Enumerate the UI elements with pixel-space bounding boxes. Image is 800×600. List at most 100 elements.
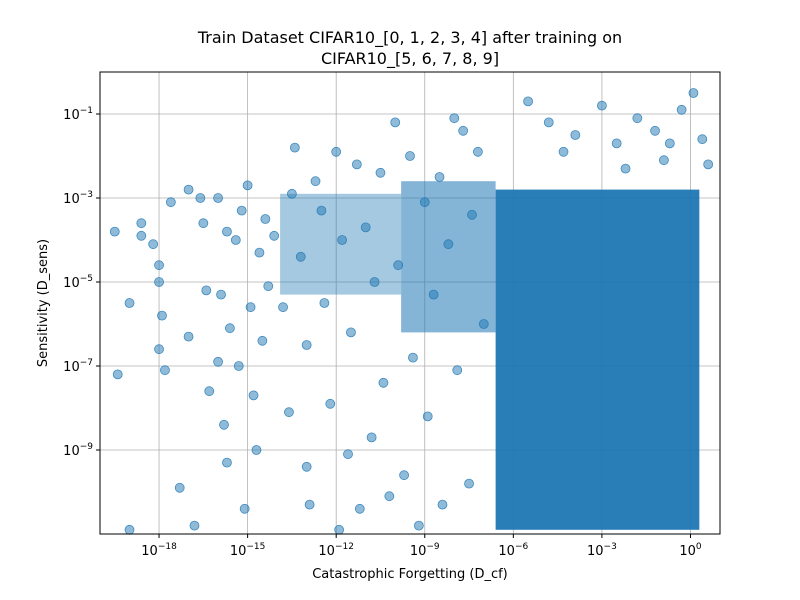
- data-point: [413, 520, 424, 531]
- data-point: [384, 491, 395, 502]
- data-point: [319, 298, 330, 308]
- data-point: [239, 503, 250, 514]
- data-point: [405, 151, 415, 161]
- data-point: [354, 503, 365, 514]
- data-point: [154, 277, 164, 287]
- data-point: [434, 172, 445, 182]
- x-tick-label: 10−6: [498, 542, 528, 559]
- data-point: [597, 100, 607, 111]
- data-point: [419, 197, 430, 208]
- data-point: [703, 159, 714, 170]
- data-point: [301, 340, 312, 350]
- data-point: [284, 407, 294, 418]
- data-point: [659, 155, 669, 166]
- data-point: [236, 205, 247, 216]
- data-point: [632, 113, 643, 124]
- data-point: [251, 445, 262, 455]
- data-point: [428, 289, 439, 300]
- data-point: [242, 180, 253, 191]
- data-point: [160, 365, 170, 376]
- data-point: [189, 520, 200, 531]
- data-point: [157, 310, 167, 321]
- data-point: [183, 184, 194, 195]
- data-point: [611, 138, 622, 149]
- data-point: [343, 449, 353, 460]
- y-tick-label: 10−1: [63, 106, 93, 123]
- data-point: [458, 125, 469, 136]
- x-tick-label: 10−9: [410, 542, 440, 559]
- y-axis-ticks: 10−1 10−3 10−5 10−7 10−9: [63, 106, 100, 459]
- data-point: [369, 277, 380, 287]
- data-point: [263, 281, 274, 292]
- data-point: [287, 188, 297, 199]
- medium-cluster: [401, 181, 496, 333]
- data-point: [269, 230, 280, 241]
- data-point: [337, 235, 347, 245]
- data-point: [183, 331, 194, 342]
- data-point: [304, 499, 315, 510]
- data-point: [346, 327, 356, 338]
- dense-cluster: [495, 189, 700, 530]
- data-point: [213, 193, 223, 203]
- data-point: [204, 386, 215, 397]
- data-point: [375, 167, 386, 178]
- x-axis-label: Catastrophic Forgetting (D_cf): [312, 567, 508, 582]
- x-axis-ticks: 10−18 10−15 10−12 10−9 10−6 10−3 100: [141, 534, 702, 559]
- data-point: [408, 352, 418, 363]
- data-point: [154, 260, 164, 271]
- plot-frame: [99, 71, 721, 535]
- data-point: [366, 432, 377, 443]
- data-point: [289, 142, 300, 153]
- data-point: [213, 356, 223, 367]
- data-point: [378, 377, 389, 388]
- data-point: [331, 146, 342, 157]
- data-point: [136, 230, 147, 241]
- y-tick-label: 10−7: [63, 358, 93, 375]
- data-point: [422, 411, 433, 422]
- data-points: [109, 88, 714, 535]
- data-point: [216, 289, 226, 300]
- data-point: [464, 478, 474, 489]
- data-point: [543, 117, 554, 128]
- data-point: [124, 524, 135, 535]
- data-point: [222, 226, 232, 237]
- data-point: [467, 209, 477, 220]
- data-point: [688, 88, 699, 98]
- data-point: [393, 260, 404, 271]
- data-point: [148, 239, 159, 250]
- x-tick-label: 100: [679, 542, 702, 559]
- data-point: [301, 461, 312, 472]
- y-tick-label: 10−5: [63, 274, 93, 291]
- data-point: [570, 130, 581, 140]
- data-point: [360, 222, 371, 233]
- data-point: [473, 146, 483, 157]
- data-point: [248, 390, 259, 401]
- data-point: [124, 298, 135, 308]
- data-point: [697, 134, 708, 145]
- data-point: [650, 125, 660, 136]
- data-point: [245, 302, 256, 313]
- y-tick-label: 10−9: [63, 442, 93, 459]
- y-tick-label: 10−3: [63, 190, 93, 207]
- data-point: [449, 113, 460, 124]
- data-point: [136, 218, 147, 229]
- data-point: [198, 218, 209, 229]
- data-point: [201, 285, 212, 296]
- x-tick-label: 10−15: [230, 542, 266, 559]
- data-point: [558, 146, 569, 157]
- data-point: [620, 163, 631, 174]
- data-point: [222, 457, 232, 468]
- data-point: [278, 302, 288, 313]
- data-point: [165, 197, 176, 208]
- data-point: [219, 419, 229, 430]
- data-point: [664, 138, 675, 149]
- data-point: [233, 361, 244, 371]
- data-point: [676, 104, 687, 115]
- data-point: [295, 251, 306, 262]
- data-point: [260, 214, 271, 224]
- dense-region: [280, 181, 700, 530]
- data-point: [154, 344, 164, 355]
- data-point: [334, 524, 345, 535]
- data-point: [109, 226, 120, 237]
